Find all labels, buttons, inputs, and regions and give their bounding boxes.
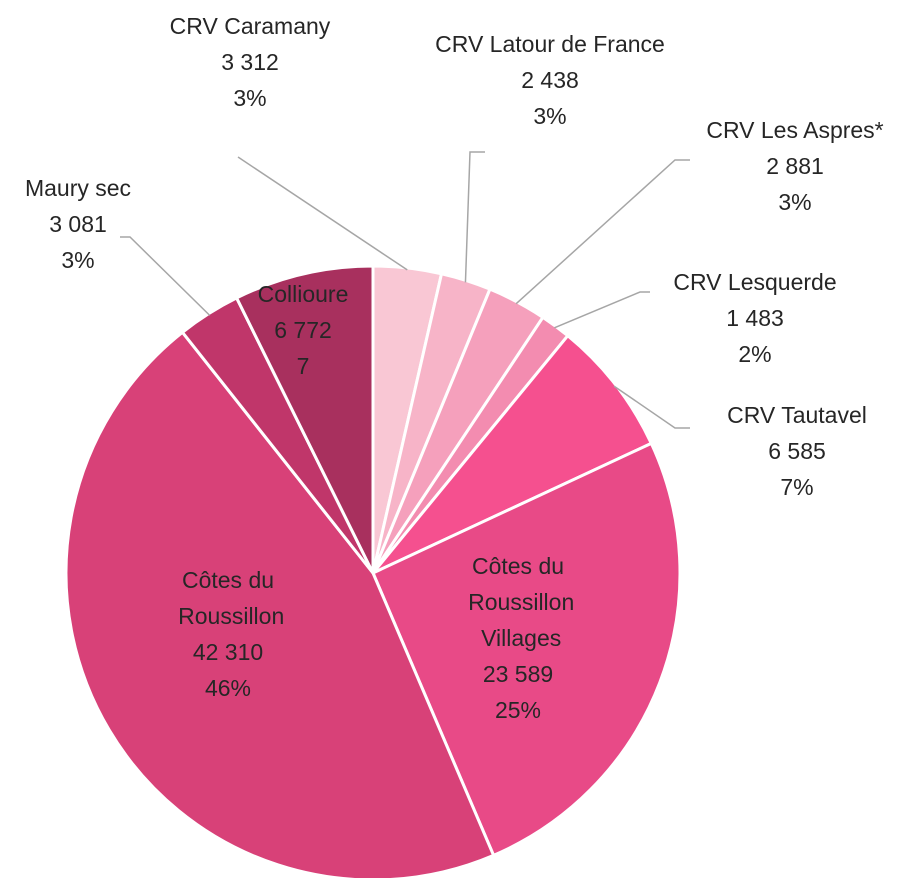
slice-label: CRV Lesquerde (673, 269, 836, 295)
value-label: 42 310 (193, 639, 263, 665)
slice-label: Maury sec (25, 175, 131, 201)
value-label: 1 483 (726, 305, 784, 331)
slice-label: Côtes du Roussillon Villages (462, 553, 575, 651)
value-label: 6 585 (768, 438, 826, 464)
leader-line (120, 236, 211, 316)
value-label: 6 772 (274, 317, 332, 343)
leader-line (464, 151, 485, 283)
percent-label: 3% (61, 247, 94, 273)
percent-label: 46% (205, 675, 251, 701)
slice-label: CRV Latour de France (435, 31, 665, 57)
leader-line (613, 385, 690, 429)
pie-slice (64, 330, 496, 878)
percent-label: 3% (778, 189, 811, 215)
percent-label: 2% (738, 341, 771, 367)
leader-line (554, 291, 650, 329)
percent-label: 3% (233, 85, 266, 111)
leader-line (237, 156, 408, 271)
slice-label: CRV Tautavel (727, 402, 867, 428)
percent-label: 25% (495, 697, 541, 723)
value-label: 2 438 (521, 67, 579, 93)
value-label: 2 881 (766, 153, 824, 179)
slice-label: CRV Les Aspres* (706, 117, 883, 143)
value-label: 3 081 (49, 211, 107, 237)
percent-label: 3% (533, 103, 566, 129)
slice-label: CRV Caramany (170, 13, 331, 39)
percent-label: 7 (297, 353, 310, 379)
value-label: 23 589 (483, 661, 553, 687)
slice-label: Côtes du Roussillon (172, 567, 285, 629)
pie-slice (234, 264, 375, 574)
leader-line (515, 159, 690, 305)
slice-label: Collioure (258, 281, 349, 307)
percent-label: 7% (780, 474, 813, 500)
value-label: 3 312 (221, 49, 279, 75)
pie-slice (371, 333, 654, 575)
